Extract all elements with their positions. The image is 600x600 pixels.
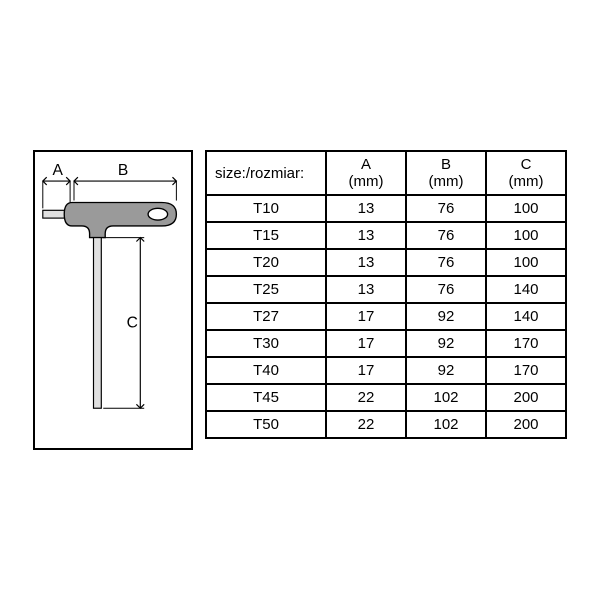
cell-b: 76 [406, 222, 486, 249]
cell-a: 13 [326, 249, 406, 276]
cell-a: 17 [326, 330, 406, 357]
table-row: T401792170 [206, 357, 566, 384]
cell-size: T50 [206, 411, 326, 438]
cell-a: 13 [326, 195, 406, 222]
cell-a: 22 [326, 384, 406, 411]
cell-size: T10 [206, 195, 326, 222]
cell-c: 140 [486, 303, 566, 330]
main-shaft [94, 238, 102, 409]
dim-label-a: A [53, 162, 64, 179]
cell-c: 200 [486, 384, 566, 411]
dim-label-b: B [118, 162, 128, 179]
table-row: T251376140 [206, 276, 566, 303]
header-c: C(mm) [486, 151, 566, 195]
cell-b: 76 [406, 249, 486, 276]
table-row: T271792140 [206, 303, 566, 330]
cell-b: 76 [406, 195, 486, 222]
tool-diagram: A B C [33, 150, 193, 450]
table-row: T301792170 [206, 330, 566, 357]
cell-size: T45 [206, 384, 326, 411]
table-row: T5022102200 [206, 411, 566, 438]
cell-b: 92 [406, 303, 486, 330]
cell-size: T15 [206, 222, 326, 249]
cell-a: 13 [326, 222, 406, 249]
table-row: T4522102200 [206, 384, 566, 411]
cell-a: 17 [326, 357, 406, 384]
handle-hole [148, 208, 168, 220]
cell-size: T20 [206, 249, 326, 276]
cell-a: 17 [326, 303, 406, 330]
cell-b: 92 [406, 357, 486, 384]
cell-c: 100 [486, 195, 566, 222]
cell-c: 170 [486, 357, 566, 384]
cell-c: 100 [486, 249, 566, 276]
dim-label-c: C [127, 314, 138, 331]
cell-b: 76 [406, 276, 486, 303]
cell-b: 102 [406, 384, 486, 411]
cell-size: T40 [206, 357, 326, 384]
cell-size: T25 [206, 276, 326, 303]
header-b: B(mm) [406, 151, 486, 195]
table-row: T151376100 [206, 222, 566, 249]
header-a: A(mm) [326, 151, 406, 195]
cell-c: 200 [486, 411, 566, 438]
size-table: size:/rozmiar: A(mm) B(mm) C(mm) T101376… [205, 150, 567, 439]
cell-c: 100 [486, 222, 566, 249]
table-header-row: size:/rozmiar: A(mm) B(mm) C(mm) [206, 151, 566, 195]
diagram-svg: A B C [35, 152, 191, 448]
table-row: T201376100 [206, 249, 566, 276]
cell-b: 92 [406, 330, 486, 357]
cell-size: T30 [206, 330, 326, 357]
header-size: size:/rozmiar: [206, 151, 326, 195]
table-row: T101376100 [206, 195, 566, 222]
cell-size: T27 [206, 303, 326, 330]
table-body: T101376100T151376100T201376100T251376140… [206, 195, 566, 438]
content-container: A B C [23, 140, 577, 460]
cell-b: 102 [406, 411, 486, 438]
cell-c: 170 [486, 330, 566, 357]
cell-c: 140 [486, 276, 566, 303]
cell-a: 22 [326, 411, 406, 438]
cell-a: 13 [326, 276, 406, 303]
